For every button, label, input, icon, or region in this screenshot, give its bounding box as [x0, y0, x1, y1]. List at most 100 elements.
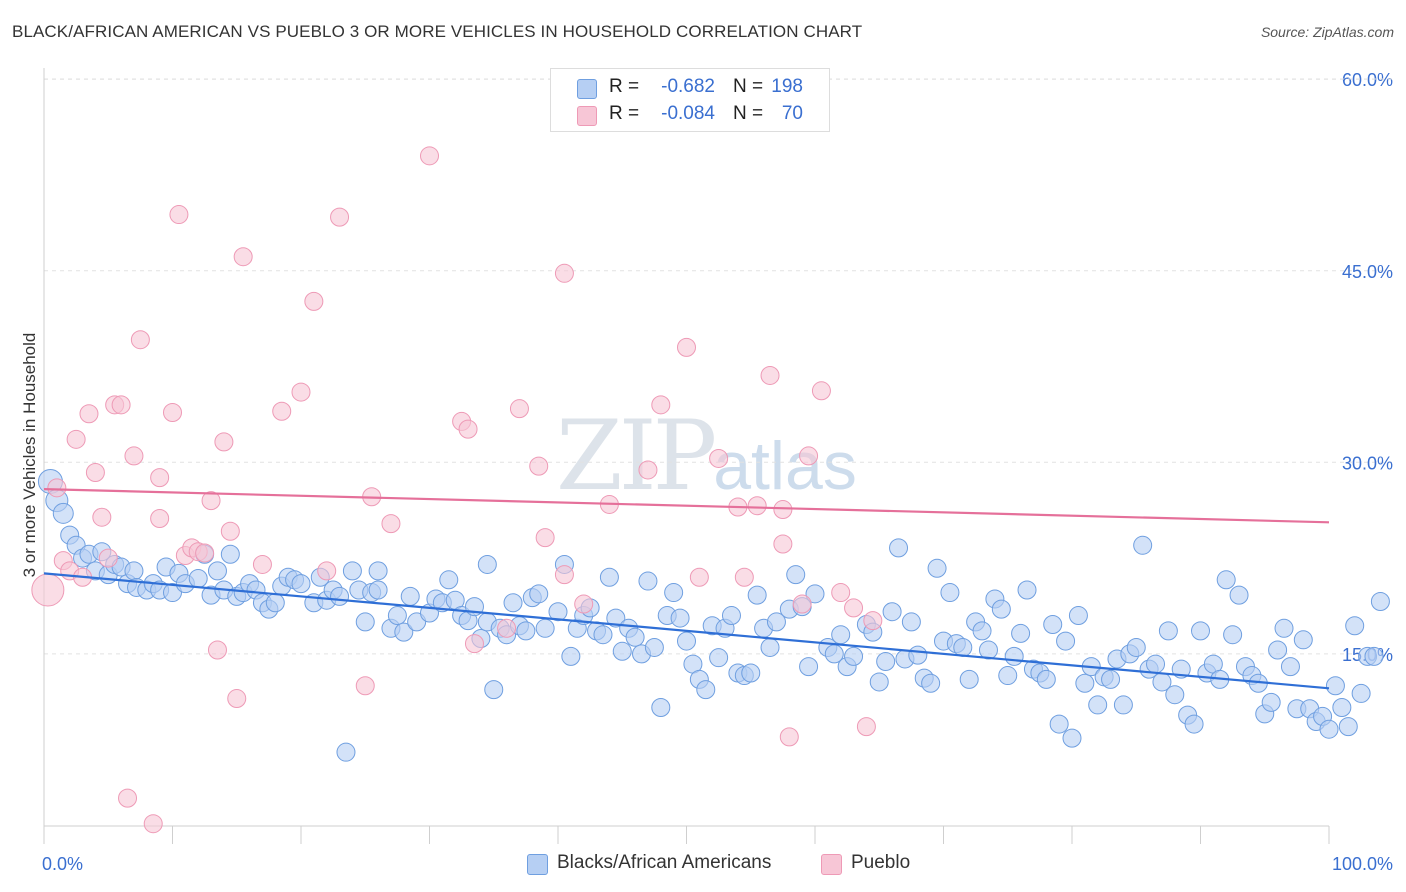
blacks-point	[760, 637, 780, 657]
blacks-point	[670, 608, 690, 628]
correlation-legend: R = -0.682 N = 198 R = -0.084 N = 70	[550, 68, 830, 132]
pueblo-point	[464, 634, 484, 654]
pueblo-point	[856, 717, 876, 737]
pueblo-point	[747, 496, 767, 516]
blacks-point	[1158, 621, 1178, 641]
pueblo-point	[66, 429, 86, 449]
pueblo-point	[554, 263, 574, 283]
blacks-point	[342, 561, 362, 581]
pueblo-point	[31, 573, 65, 607]
blacks-point	[265, 593, 285, 613]
blacks-point	[651, 697, 671, 717]
blacks-point	[978, 640, 998, 660]
pueblo-point	[638, 460, 658, 480]
pueblo-point	[420, 146, 439, 166]
pueblo-point	[98, 548, 118, 568]
blacks-point	[799, 657, 819, 677]
blacks-point	[1280, 657, 1300, 677]
y-tick-label: 45.0%	[1342, 262, 1393, 282]
blacks-point	[625, 627, 645, 647]
pueblo-point	[111, 395, 131, 415]
blacks-point	[1184, 714, 1204, 734]
pueblo-point	[792, 594, 812, 614]
blacks-point	[921, 673, 941, 693]
source-label: Source: ZipAtlas.com	[1260, 24, 1394, 40]
blacks-point	[477, 554, 497, 574]
pueblo-point	[124, 446, 144, 466]
blacks-point	[1223, 625, 1243, 645]
blacks-point	[1146, 654, 1166, 674]
n-value: 70	[781, 103, 803, 124]
pueblo-trend-line	[43, 488, 1330, 524]
blacks-point	[901, 612, 921, 632]
pueblo-point	[799, 446, 819, 466]
pueblo-point	[529, 456, 549, 476]
blacks-point	[1126, 637, 1146, 657]
pueblo-point	[233, 247, 253, 267]
pueblo-point	[509, 399, 529, 419]
blacks-point	[599, 567, 619, 587]
n-value: 198	[771, 76, 803, 97]
blacks-point	[831, 625, 851, 645]
chart-title: BLACK/AFRICAN AMERICAN VS PUEBLO 3 OR MO…	[12, 22, 863, 41]
blacks-point	[355, 612, 375, 632]
pueblo-point	[779, 727, 799, 747]
blacks-point	[1332, 697, 1352, 717]
pueblo-point	[195, 543, 215, 563]
n-label: N =	[733, 103, 764, 124]
pueblo-point	[458, 419, 478, 439]
x-tick-label: 100.0%	[1332, 854, 1393, 874]
blacks-point	[882, 602, 902, 622]
blacks-point	[188, 569, 208, 589]
blacks-point	[1216, 570, 1236, 590]
blacks-point	[503, 593, 523, 613]
pueblo-point	[381, 514, 401, 534]
pueblo-point	[535, 528, 555, 548]
pueblo-point	[330, 207, 350, 227]
blacks-point	[1068, 606, 1088, 626]
blacks-point	[1345, 616, 1365, 636]
pueblo-point	[252, 554, 272, 574]
pueblo-point	[291, 382, 311, 402]
blacks-point	[1261, 692, 1281, 712]
blacks-point	[1062, 728, 1082, 748]
pueblo-point	[677, 337, 696, 357]
blacks-point	[677, 631, 696, 651]
blacks-point	[696, 680, 716, 700]
blacks-point	[908, 645, 928, 665]
pueblo-point	[689, 567, 709, 587]
blacks-point	[368, 580, 388, 600]
pueblo-point	[47, 478, 67, 498]
pueblo-point	[497, 618, 517, 638]
blacks-point	[612, 641, 632, 661]
blacks-point	[1043, 614, 1063, 634]
pueblo-point	[85, 463, 105, 483]
pueblo-point	[773, 534, 793, 554]
r-label: R =	[609, 103, 640, 124]
blacks-point	[1338, 717, 1358, 737]
blacks-point	[1293, 630, 1313, 650]
legend-row-blacks: R = -0.682 N = 198	[551, 73, 829, 101]
blacks-point	[220, 544, 240, 564]
pueblo-point	[130, 330, 150, 350]
blacks-point	[1370, 591, 1390, 611]
blacks-point	[805, 584, 825, 604]
pueblo-point	[227, 689, 247, 709]
blacks-point	[606, 608, 626, 628]
blacks-point	[1319, 719, 1339, 739]
pueblo-point	[118, 788, 138, 808]
blacks-point	[869, 672, 889, 692]
y-tick-label: 60.0%	[1342, 70, 1393, 90]
pueblo-point	[272, 401, 292, 421]
pueblo-point	[143, 814, 163, 834]
blacks-point	[1075, 673, 1095, 693]
blacks-point	[1351, 683, 1371, 703]
blacks-point	[1101, 669, 1121, 689]
blacks-point	[516, 621, 536, 641]
pueblo-point	[831, 583, 851, 603]
blacks-point	[972, 621, 992, 641]
blacks-point	[1017, 580, 1037, 600]
blacks-point	[1274, 618, 1294, 638]
blacks-point	[747, 585, 767, 605]
